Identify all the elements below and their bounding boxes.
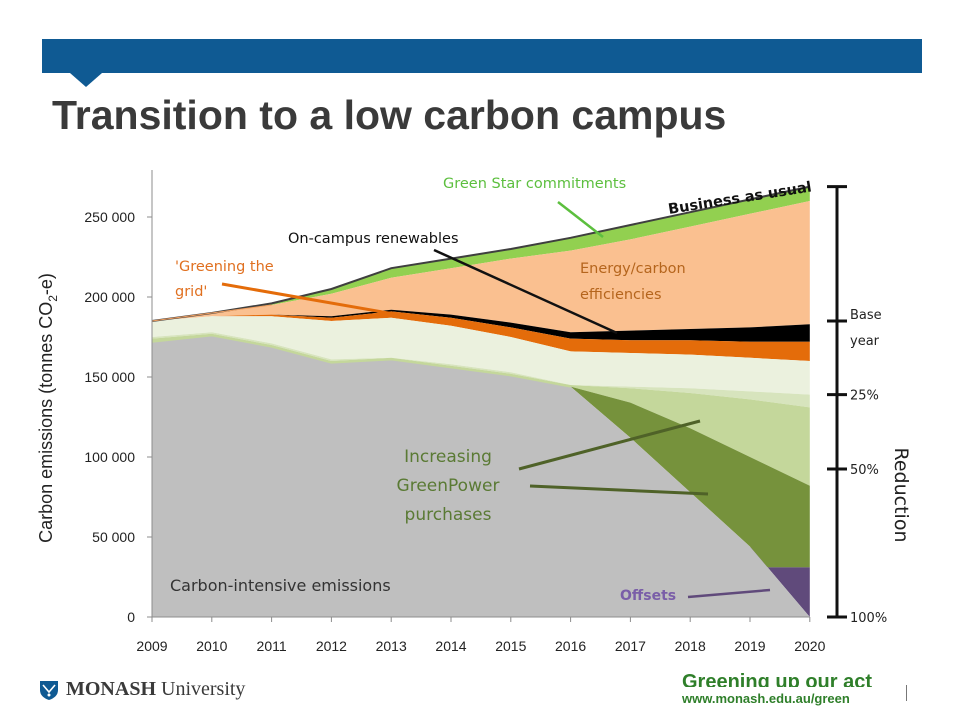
y-tick-label: 50 000: [92, 529, 135, 545]
reduction-tick-label-line2: year: [850, 334, 880, 349]
greenpower-light-area: [152, 333, 810, 486]
greenpower-label-line2: GreenPower: [397, 476, 500, 496]
x-tick-label: 2013: [376, 638, 407, 654]
y-axis-label-sub: 2: [46, 295, 60, 302]
greenpower-pointer-2: [529, 484, 709, 496]
x-tick-label: 2012: [316, 638, 347, 654]
efficiencies-boundary-line: [151, 304, 272, 322]
on-campus-renewables-label: On-campus renewables: [288, 231, 459, 247]
x-tick-label: 2015: [495, 638, 526, 654]
energy-efficiency-label-line2: efficiencies: [580, 287, 662, 303]
reduction-scale: Base year 25% 50% 100% Reduction: [827, 185, 912, 626]
x-tick-label: 2009: [136, 638, 167, 654]
reduction-tick-label: 25%: [850, 389, 879, 404]
x-tick-label: 2014: [435, 638, 466, 654]
greenpower-label-line3: purchases: [405, 505, 492, 525]
business-as-usual-line: [151, 185, 811, 322]
x-tick-label: 2019: [734, 638, 765, 654]
chart-ticks: 0 50 000 100 000 150 000 200 000 250 000 2009 2…: [84, 209, 825, 654]
energy-efficiency-label-line1: Energy/carbon: [580, 261, 686, 277]
y-tick-label: 200 000: [84, 289, 135, 305]
offsets-label: Offsets: [620, 588, 676, 604]
reduction-tick-label: 100%: [850, 611, 887, 626]
chart-axes: [151, 170, 810, 618]
greenpower-label-line1: Increasing: [404, 447, 492, 467]
chart-areas: [151, 185, 811, 617]
slide-title: Transition to a low carbon campus: [52, 92, 727, 138]
on-campus-renewables-pointer: [433, 248, 618, 335]
carbon-intensive-area: [152, 335, 810, 617]
reduction-tick-label: Base: [850, 308, 882, 323]
greening-grid-pointer: [221, 282, 395, 316]
header-bar: [42, 39, 922, 73]
logo-regular: University: [156, 678, 246, 700]
monash-crest-icon: [40, 680, 58, 700]
y-tick-label: 0: [127, 609, 135, 625]
reduction-scale-title: Reduction: [890, 448, 912, 543]
green-star-pointer: [557, 201, 604, 238]
on-campus-renewables-area: [152, 309, 810, 342]
footer-divider: [906, 685, 907, 701]
carbon-intensive-boundary-line: [151, 334, 571, 388]
x-tick-label: 2020: [794, 638, 825, 654]
carbon-intensive-label: Carbon-intensive emissions: [170, 576, 391, 595]
x-tick-label: 2018: [675, 638, 706, 654]
footer-slogan: Greening up our act: [682, 671, 873, 687]
x-tick-label: 2017: [615, 638, 646, 654]
x-tick-label: 2016: [555, 638, 586, 654]
pale-green-area: [152, 316, 810, 395]
y-axis-label-end: -e): [36, 273, 56, 295]
y-tick-label: 250 000: [84, 209, 135, 225]
logo-bold: MONASH: [66, 678, 156, 700]
header-bar-notch: [70, 73, 102, 87]
offsets-pointer: [687, 588, 771, 599]
chart-annotations: Green Star commitments Business as usualO…: [170, 176, 813, 604]
greenpower-pointer-1: [518, 419, 701, 471]
reduction-tick-label: 50%: [850, 463, 879, 478]
y-tick-label: 100 000: [84, 449, 135, 465]
green-star-label: Green Star commitments: [443, 176, 626, 192]
monash-logo: MONASH University: [38, 678, 245, 701]
y-axis-label-main: Carbon emissions (tonnes CO: [36, 302, 56, 543]
x-tick-label: 2010: [196, 638, 227, 654]
greening-grid-label-line1: 'Greening the: [175, 259, 274, 275]
y-tick-label: 150 000: [84, 369, 135, 385]
greenpower-dark-area: [152, 335, 810, 568]
greening-grid-area: [152, 311, 810, 361]
footer-url: www.monash.edu.au/green: [682, 691, 850, 706]
footer-branding: Greening up our act www.monash.edu.au/gr…: [682, 671, 872, 706]
y-axis-label: Carbon emissions (tonnes CO2-e): [36, 273, 60, 543]
greening-grid-label-line2: grid': [175, 284, 207, 300]
x-tick-label: 2011: [257, 638, 287, 654]
